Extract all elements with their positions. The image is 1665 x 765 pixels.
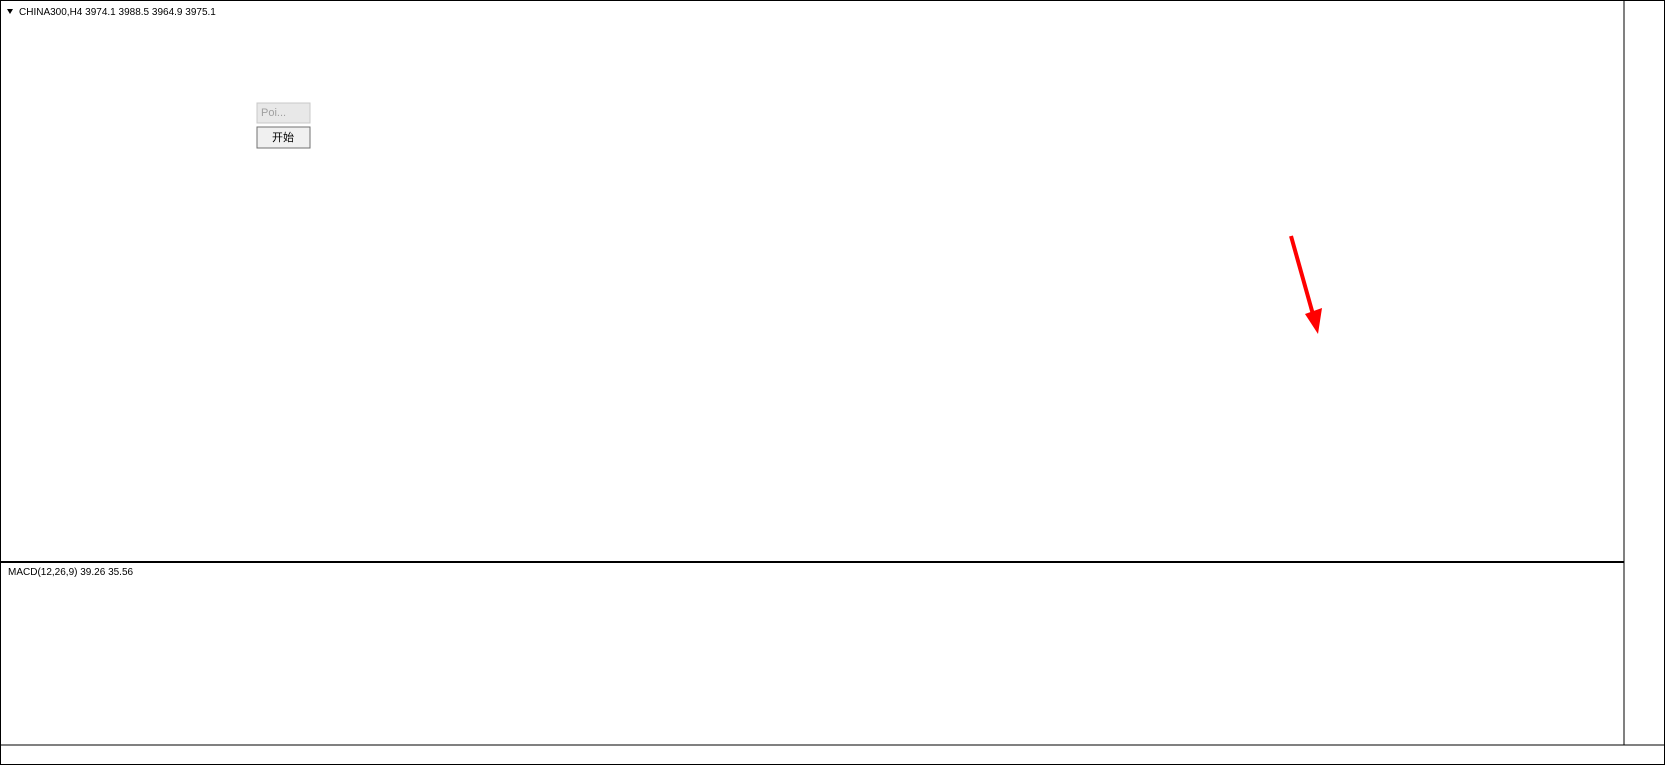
button-label: Poi... — [261, 107, 286, 119]
button-frame — [256, 102, 311, 124]
symbol: CHINA300,H4 — [19, 7, 83, 18]
chart-header: CHINA300,H4 3974.1 3988.5 3964.9 3975.1 — [19, 7, 216, 18]
macd-header: MACD(12,26,9) 39.26 35.56 — [8, 567, 134, 578]
button-frame — [256, 126, 311, 149]
arrow-shaft — [1289, 235, 1316, 319]
button-label: 开始 — [272, 130, 294, 144]
poi-button[interactable]: Poi... — [256, 102, 311, 124]
trend-arrow — [1289, 235, 1322, 334]
close-value: 3975.1 — [185, 7, 216, 18]
open-value: 3974.1 — [85, 7, 116, 18]
macd-title: MACD(12,26,9) — [8, 567, 77, 578]
menu-triangle[interactable] — [7, 9, 13, 14]
macd-value: 39.26 — [80, 567, 105, 578]
arrow-head — [1305, 308, 1322, 334]
signal-value: 35.56 — [108, 567, 133, 578]
start-button[interactable]: 开始 — [256, 126, 311, 149]
low-value: 3964.9 — [152, 7, 183, 18]
high-value: 3988.5 — [119, 7, 150, 18]
